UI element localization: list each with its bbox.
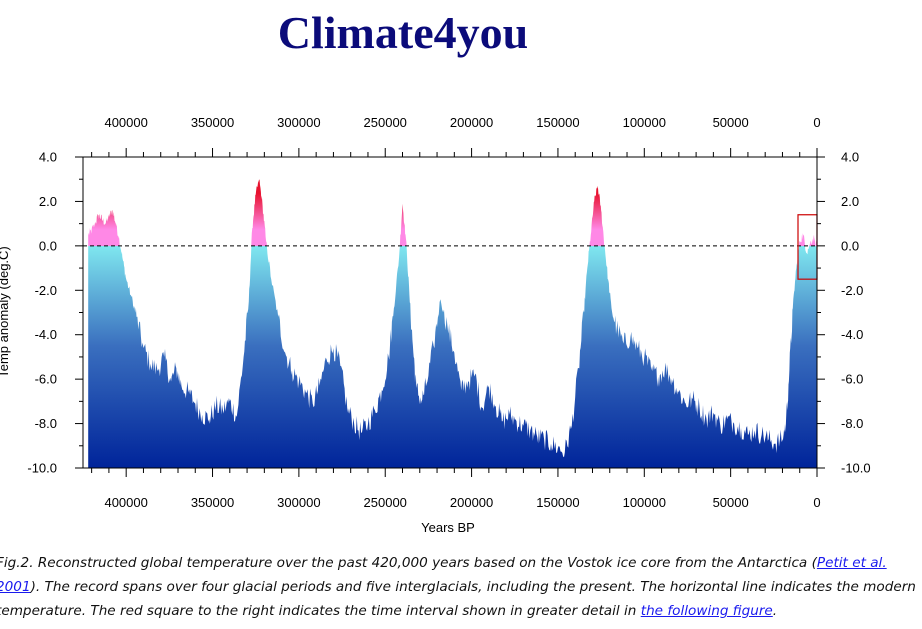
y-tick-label-left: 2.0 xyxy=(39,194,57,209)
y-tick-label-right: -4.0 xyxy=(841,327,863,342)
x-tick-label-bottom: 100000 xyxy=(623,495,666,510)
x-tick-label-top: 200000 xyxy=(450,115,493,130)
y-tick-label-left: -6.0 xyxy=(35,372,57,387)
caption-text-3: . xyxy=(772,603,778,619)
x-tick-label-bottom: 150000 xyxy=(536,495,579,510)
following-figure-link[interactable]: the following figure xyxy=(640,603,773,619)
x-tick-label-bottom: 0 xyxy=(813,495,820,510)
y-tick-label-right: -10.0 xyxy=(841,461,871,476)
x-tick-label-bottom: 250000 xyxy=(364,495,407,510)
x-tick-label-bottom: 50000 xyxy=(713,495,749,510)
y-tick-label-right: 2.0 xyxy=(841,194,859,209)
temperature-area-below-modern xyxy=(88,246,817,468)
site-title: Climate4you xyxy=(277,7,529,58)
y-tick-label-right: -8.0 xyxy=(841,416,863,431)
x-tick-label-top: 350000 xyxy=(191,115,234,130)
y-tick-label-left: -10.0 xyxy=(27,461,57,476)
x-tick-label-bottom: 300000 xyxy=(277,495,320,510)
petit-2001-link[interactable]: Petit et al. 2001 xyxy=(0,555,887,595)
x-tick-label-top: 50000 xyxy=(713,115,749,130)
x-tick-label-bottom: 200000 xyxy=(450,495,493,510)
x-tick-label-bottom: 350000 xyxy=(191,495,234,510)
y-tick-label-left: -8.0 xyxy=(35,416,57,431)
y-tick-label-right: -2.0 xyxy=(841,283,863,298)
caption-text-2: ). The record spans over four glacial pe… xyxy=(0,579,916,619)
figure-caption: Fig.2. Reconstructed global temperature … xyxy=(0,551,916,623)
x-axis-label: Years BP xyxy=(421,520,475,535)
y-tick-label-left: 4.0 xyxy=(39,150,57,165)
x-tick-label-top: 100000 xyxy=(623,115,666,130)
y-axis-label: Temp anomaly (deg.C) xyxy=(0,246,11,378)
x-tick-label-bottom: 400000 xyxy=(104,495,147,510)
y-tick-label-right: 4.0 xyxy=(841,150,859,165)
x-tick-label-top: 300000 xyxy=(277,115,320,130)
x-tick-label-top: 0 xyxy=(813,115,820,130)
temperature-chart: 400000 400000 350000 350000 300000 300000 2500… xyxy=(0,115,871,535)
x-tick-label-top: 400000 xyxy=(104,115,147,130)
y-tick-label-right: -6.0 xyxy=(841,372,863,387)
x-tick-label-top: 150000 xyxy=(536,115,579,130)
y-tick-label-left: 0.0 xyxy=(39,238,57,253)
y-tick-label-left: -4.0 xyxy=(35,327,57,342)
x-tick-label-top: 250000 xyxy=(364,115,407,130)
y-tick-label-left: -2.0 xyxy=(35,283,57,298)
y-tick-label-right: 0.0 xyxy=(841,238,859,253)
caption-text-1: Fig.2. Reconstructed global temperature … xyxy=(0,555,817,571)
